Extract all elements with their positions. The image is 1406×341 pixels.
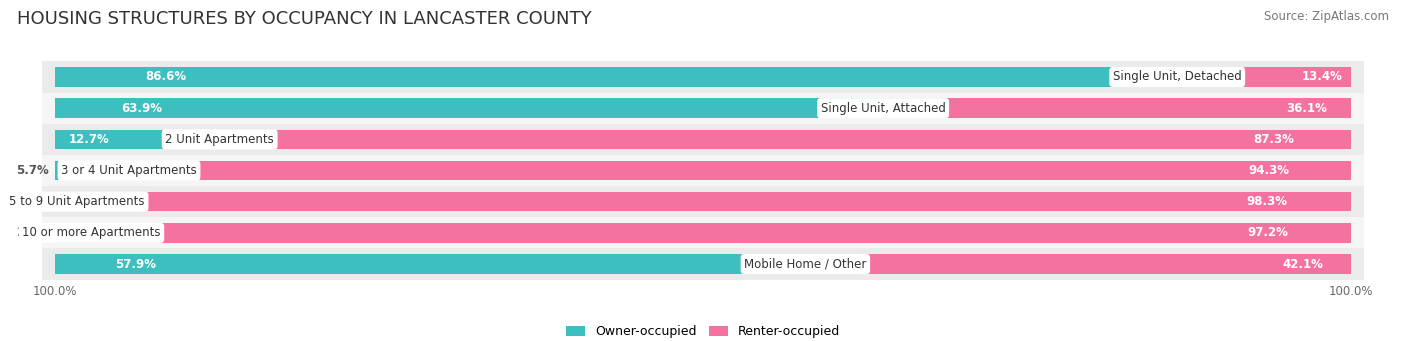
Bar — [55, 161, 129, 180]
Text: 12.7%: 12.7% — [69, 133, 110, 146]
Bar — [55, 254, 806, 274]
Bar — [77, 192, 1351, 211]
Text: 1.7%: 1.7% — [15, 195, 49, 208]
Text: Single Unit, Detached: Single Unit, Detached — [1114, 71, 1241, 84]
Text: 42.1%: 42.1% — [1282, 257, 1323, 270]
Bar — [91, 223, 1351, 242]
Text: 2 Unit Apartments: 2 Unit Apartments — [166, 133, 274, 146]
Text: Source: ZipAtlas.com: Source: ZipAtlas.com — [1264, 10, 1389, 23]
Bar — [42, 124, 1364, 155]
Text: 98.3%: 98.3% — [1246, 195, 1286, 208]
Bar — [42, 249, 1364, 280]
Bar — [42, 155, 1364, 186]
Text: 2.8%: 2.8% — [15, 226, 49, 239]
Text: Mobile Home / Other: Mobile Home / Other — [744, 257, 866, 270]
Text: 86.6%: 86.6% — [145, 71, 186, 84]
Bar — [806, 254, 1351, 274]
Legend: Owner-occupied, Renter-occupied: Owner-occupied, Renter-occupied — [561, 320, 845, 341]
Text: Single Unit, Attached: Single Unit, Attached — [821, 102, 946, 115]
Text: 5.7%: 5.7% — [15, 164, 49, 177]
Bar — [55, 67, 1177, 87]
Text: 13.4%: 13.4% — [1302, 71, 1343, 84]
Bar — [1177, 67, 1351, 87]
Text: 5 to 9 Unit Apartments: 5 to 9 Unit Apartments — [10, 195, 145, 208]
Text: 87.3%: 87.3% — [1253, 133, 1295, 146]
Text: 57.9%: 57.9% — [115, 257, 156, 270]
Bar — [42, 186, 1364, 217]
Text: 97.2%: 97.2% — [1247, 226, 1288, 239]
Bar — [42, 217, 1364, 249]
Bar — [55, 192, 77, 211]
Text: HOUSING STRUCTURES BY OCCUPANCY IN LANCASTER COUNTY: HOUSING STRUCTURES BY OCCUPANCY IN LANCA… — [17, 10, 592, 28]
Bar — [55, 99, 883, 118]
Text: 3 or 4 Unit Apartments: 3 or 4 Unit Apartments — [60, 164, 197, 177]
Bar — [219, 130, 1351, 149]
Bar — [129, 161, 1351, 180]
Text: 10 or more Apartments: 10 or more Apartments — [22, 226, 160, 239]
Bar — [55, 130, 219, 149]
Bar — [55, 223, 91, 242]
Text: 36.1%: 36.1% — [1286, 102, 1327, 115]
Bar — [883, 99, 1351, 118]
Text: 94.3%: 94.3% — [1249, 164, 1289, 177]
Bar — [42, 61, 1364, 92]
Text: 63.9%: 63.9% — [121, 102, 162, 115]
Bar — [42, 92, 1364, 124]
